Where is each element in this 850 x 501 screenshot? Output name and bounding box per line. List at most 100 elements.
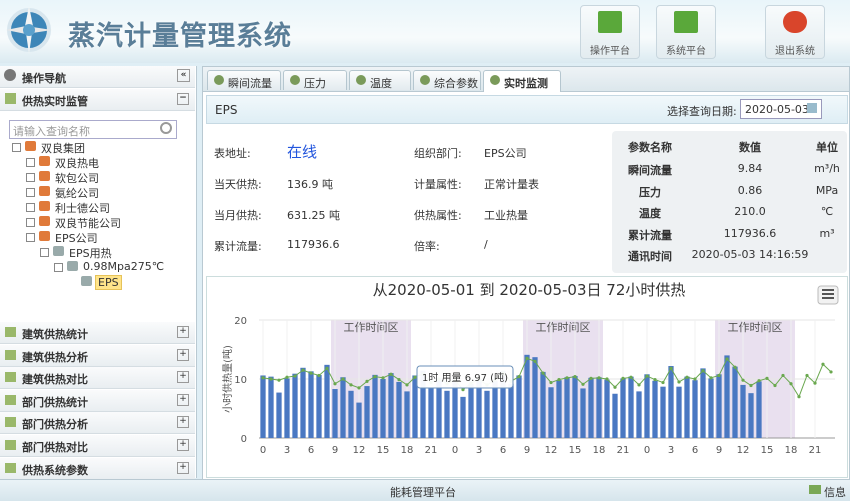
- line-point: [317, 373, 321, 378]
- bar: [500, 370, 506, 438]
- x-tick-label: 9: [524, 445, 530, 456]
- tree-toggle[interactable]: [26, 203, 35, 212]
- param-table: [612, 131, 847, 273]
- tooltip-text: 1时 用量 6.97 (吨): [422, 371, 508, 384]
- header-button[interactable]: 操作平台: [580, 5, 640, 59]
- tree-toggle[interactable]: [26, 233, 35, 242]
- line-point: [381, 376, 385, 380]
- param-header: 参数名称: [628, 141, 672, 154]
- tree-label[interactable]: 氨纶公司: [55, 187, 99, 200]
- tree-label[interactable]: 双良热电: [55, 157, 99, 170]
- x-tick-label: 6: [692, 445, 698, 456]
- param-value: MPa: [815, 183, 839, 197]
- menu-item[interactable]: 建筑供热统计 +: [0, 322, 195, 344]
- tree-toggle[interactable]: [54, 263, 63, 272]
- y-tick-label: 20: [234, 316, 247, 327]
- menu-item[interactable]: 部门供热分析 +: [0, 412, 195, 435]
- tree-toggle[interactable]: [26, 158, 35, 167]
- menu-item[interactable]: 部门供热对比 +: [0, 435, 195, 457]
- bar: [388, 373, 394, 438]
- tab[interactable]: 瞬间流量: [207, 70, 281, 90]
- bar: [684, 376, 690, 438]
- plus-icon: +: [177, 416, 189, 429]
- line-point: [565, 376, 569, 380]
- x-tick-label: 18: [593, 445, 606, 456]
- bar: [356, 402, 362, 438]
- chart-box: 从2020-05-01 到 2020-05-03日 72小时供热 工作时间区 工作时…: [206, 276, 848, 478]
- x-tick-label: 18: [401, 445, 414, 456]
- line-point: [341, 377, 345, 381]
- tree-toggle[interactable]: [26, 188, 35, 197]
- x-tick-label: 15: [761, 445, 774, 456]
- footer-info[interactable]: 信息: [824, 486, 846, 499]
- search-input[interactable]: 请输入查询名称: [9, 120, 177, 139]
- bar: [748, 393, 754, 438]
- nav-title: 操作导航: [22, 72, 66, 85]
- bar: [436, 378, 442, 438]
- section-header[interactable]: 供热实时监管 −: [0, 89, 195, 111]
- bar: [428, 387, 434, 438]
- param-value: 9.84: [737, 162, 763, 175]
- header-button[interactable]: 退出系统: [765, 5, 825, 59]
- line-point: [397, 377, 401, 382]
- line-point: [805, 373, 809, 378]
- line-point: [693, 377, 697, 381]
- x-tick-label: 3: [668, 445, 674, 456]
- tab[interactable]: 压力: [283, 70, 347, 90]
- menu-item[interactable]: 建筑供热对比 +: [0, 367, 195, 390]
- info-value: /: [484, 238, 488, 251]
- menu-item[interactable]: 部门供热统计 +: [0, 389, 195, 412]
- line-point: [301, 368, 305, 372]
- y-axis-label: 小时供热量(吨): [221, 345, 234, 413]
- tree-icon: [39, 201, 50, 211]
- line-point: [645, 374, 649, 378]
- tree-toggle[interactable]: [26, 218, 35, 227]
- x-tick-label: 12: [545, 445, 558, 456]
- tree-label[interactable]: EPS用热: [69, 247, 112, 260]
- tree-label[interactable]: 双良节能公司: [55, 217, 121, 230]
- tab[interactable]: 综合参数: [413, 70, 481, 90]
- x-tick-label: 6: [308, 445, 314, 456]
- menu-label: 建筑供热统计: [22, 328, 88, 341]
- bar: [308, 371, 314, 438]
- tree-toggle[interactable]: [40, 248, 49, 257]
- plus-icon: +: [177, 439, 189, 451]
- menu-item[interactable]: 供热系统参数 +: [0, 457, 195, 480]
- tree-label[interactable]: EPS公司: [55, 232, 98, 245]
- tree-icon: [67, 261, 78, 271]
- bar: [572, 376, 578, 438]
- tab[interactable]: 温度: [349, 70, 411, 90]
- bar: [364, 386, 370, 438]
- line-point: [789, 382, 793, 386]
- tree-toggle[interactable]: [26, 173, 35, 182]
- bar: [276, 392, 282, 438]
- param-header: 数值: [739, 141, 761, 154]
- tree-label[interactable]: 软包公司: [55, 172, 99, 185]
- info-label: 倍率:: [414, 240, 440, 253]
- tab[interactable]: 实时监测: [483, 70, 561, 92]
- info-value: 工业热量: [484, 209, 528, 222]
- collapse-button[interactable]: «: [177, 69, 190, 82]
- date-input[interactable]: 2020-05-03: [740, 99, 822, 119]
- line-point: [829, 370, 833, 374]
- header-button[interactable]: 系统平台: [656, 5, 716, 59]
- x-tick-label: 18: [785, 445, 798, 456]
- button-icon: [674, 11, 698, 33]
- bar: [564, 377, 570, 438]
- line-point: [541, 371, 545, 375]
- info-label: 累计流量:: [214, 240, 262, 253]
- bar: [580, 388, 586, 438]
- tree-label[interactable]: 利士德公司: [55, 202, 110, 215]
- tree-label[interactable]: EPS: [95, 275, 122, 290]
- tree-label[interactable]: 双良集团: [41, 142, 85, 155]
- bar: [532, 357, 538, 438]
- tree-toggle[interactable]: [12, 143, 21, 152]
- plus-icon: +: [177, 393, 189, 406]
- tree-label[interactable]: 0.98Mpa275℃: [83, 260, 165, 273]
- menu-item[interactable]: 建筑供热分析 +: [0, 344, 195, 367]
- bar: [596, 377, 602, 438]
- line-point: [413, 375, 417, 379]
- bar: [332, 389, 338, 438]
- bar: [460, 396, 466, 438]
